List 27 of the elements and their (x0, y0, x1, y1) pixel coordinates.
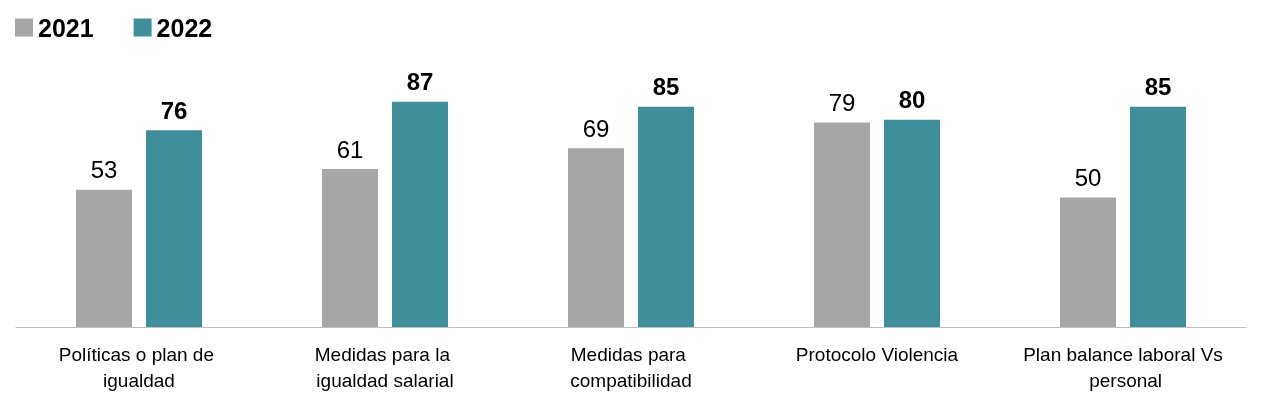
data-label: 53 (90, 156, 118, 184)
legend-label: 2021 (38, 13, 94, 42)
bar (884, 119, 940, 327)
bar (638, 106, 694, 327)
data-label: 76 (160, 96, 188, 124)
data-label: 85 (1144, 73, 1172, 101)
data-label: 85 (652, 73, 680, 101)
bar (146, 130, 202, 327)
bar (322, 169, 378, 327)
bar (392, 101, 448, 327)
bar (814, 122, 870, 327)
x-tick-label: Plan balance laboral Vs personal (1023, 343, 1223, 391)
legend-label: 2022 (156, 13, 213, 42)
data-label: 79 (828, 88, 856, 116)
data-label: 61 (336, 135, 364, 163)
x-tick-label: Medidas para compatibilidad (570, 343, 692, 391)
bar (76, 189, 132, 327)
bar (1130, 106, 1186, 327)
data-label: 69 (582, 114, 610, 142)
x-tick-label: Medidas para la igualdad salarial (314, 343, 456, 391)
x-tick-label: Protocolo Violencia (795, 343, 959, 365)
data-label: 80 (898, 86, 926, 114)
x-tick-label: Políticas o plan de igualdad (58, 343, 220, 391)
bar (1060, 197, 1116, 327)
bar (568, 148, 624, 327)
data-label: 50 (1074, 164, 1102, 191)
data-label: 87 (406, 68, 434, 96)
